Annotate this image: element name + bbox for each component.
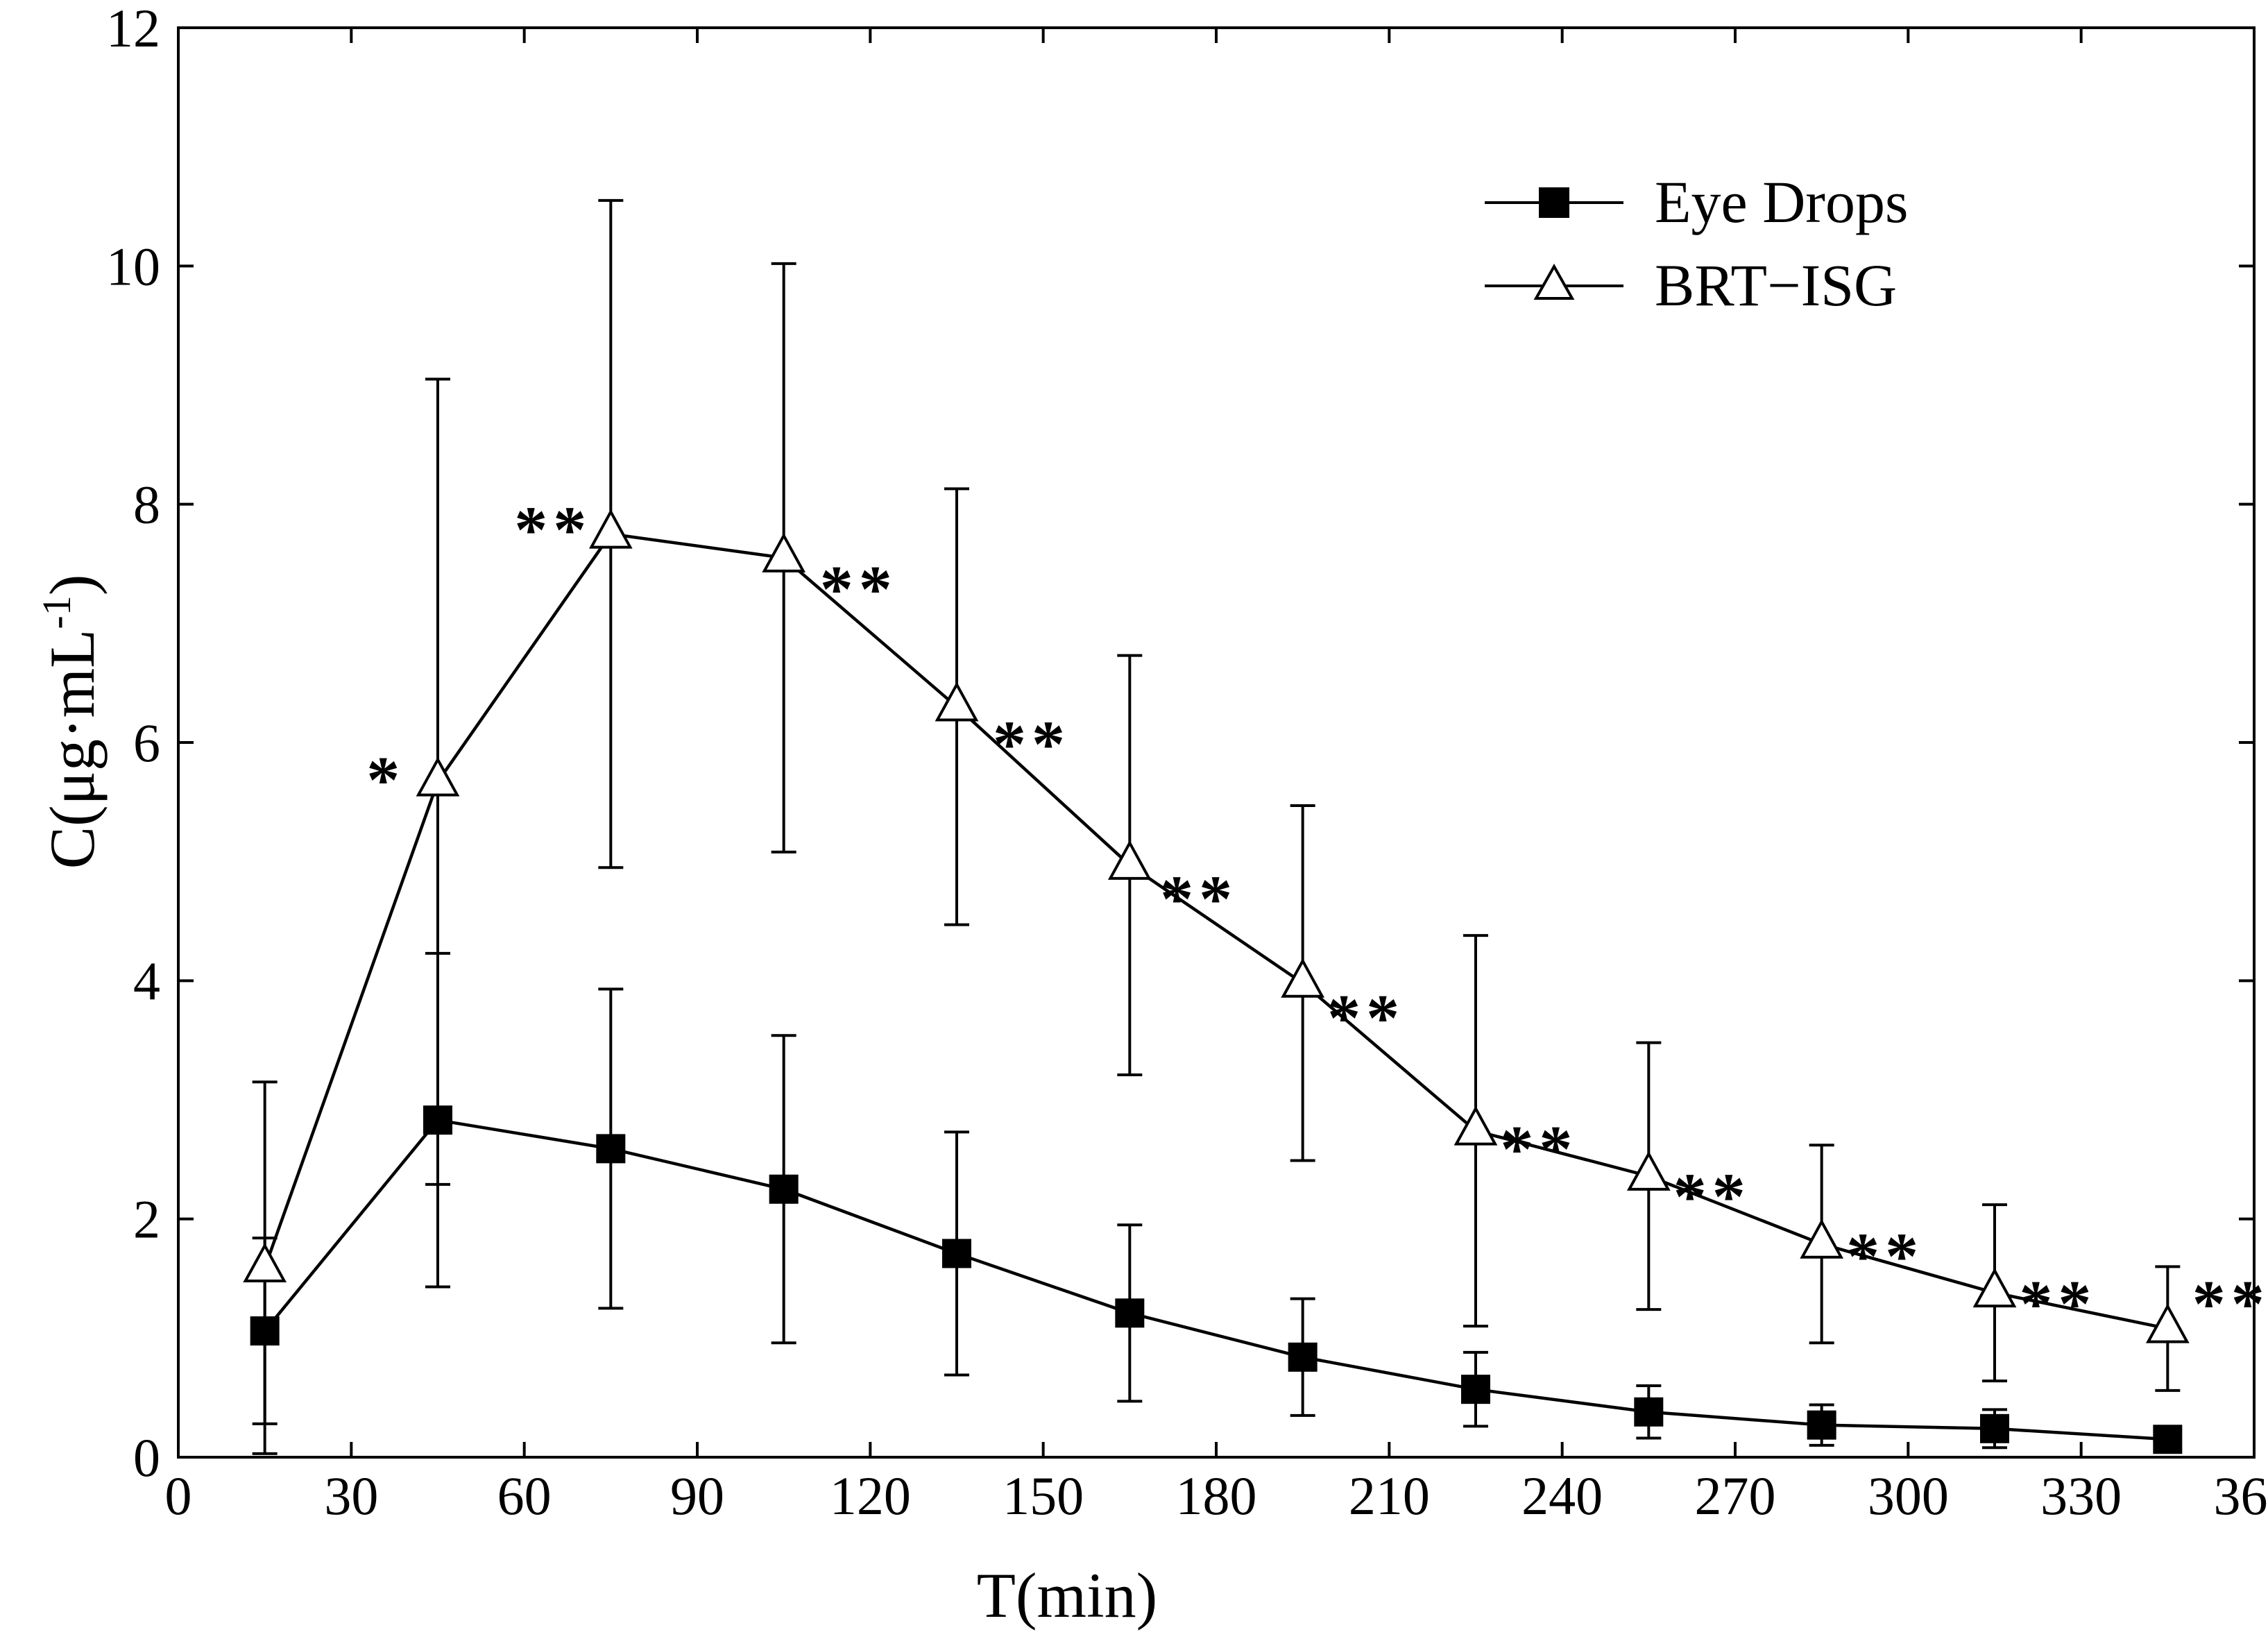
legend-label-brt-isg: BRT−ISG xyxy=(1655,252,1897,319)
significance-marker: ** xyxy=(820,552,898,627)
data-point-brt-isg xyxy=(935,681,979,722)
x-axis-title: T(min) xyxy=(977,1560,1158,1631)
significance-marker: ** xyxy=(2019,1267,2097,1341)
data-point-eye-drops xyxy=(1980,1413,2009,1443)
legend-marker-brt-isg xyxy=(1533,263,1575,300)
data-point-eye-drops xyxy=(1634,1397,1664,1427)
significance-marker: ** xyxy=(1160,862,1238,936)
legend-label-eye-drops: Eye Drops xyxy=(1655,169,1908,235)
legend: Eye Drops BRT−ISG xyxy=(1485,169,1908,319)
y-tick-label: 0 xyxy=(133,1427,160,1488)
data-point-brt-isg xyxy=(1972,1267,2017,1308)
significance-marker: ** xyxy=(1500,1112,1578,1187)
data-point-eye-drops xyxy=(596,1134,626,1164)
legend-marker-eye-drops xyxy=(1539,187,1569,218)
data-point-brt-isg xyxy=(588,509,633,549)
significance-marker: ** xyxy=(2192,1267,2268,1341)
x-tick-label: 90 xyxy=(670,1466,724,1526)
data-point-brt-isg xyxy=(1453,1105,1498,1146)
y-axis-title-sup: -1 xyxy=(34,595,79,629)
x-tick-label: 330 xyxy=(2040,1466,2122,1526)
data-point-brt-isg xyxy=(243,1242,287,1283)
significance-marker: * xyxy=(366,742,405,817)
data-point-eye-drops xyxy=(2153,1425,2183,1454)
data-point-eye-drops xyxy=(1807,1410,1836,1440)
series-brt-isg xyxy=(243,198,2190,1455)
x-tick-label: 30 xyxy=(324,1466,378,1526)
y-axis-title: C(μg·mL-1) xyxy=(34,575,108,869)
x-tick-label: 60 xyxy=(497,1466,552,1526)
x-tick-label: 270 xyxy=(1695,1466,1776,1526)
plot-frame xyxy=(177,26,2256,1459)
data-point-eye-drops xyxy=(1288,1342,1318,1372)
x-tick-label: 300 xyxy=(1868,1466,1949,1526)
data-point-brt-isg xyxy=(416,756,460,797)
x-tick-label: 210 xyxy=(1349,1466,1430,1526)
series-line-brt-isg xyxy=(263,532,2168,1330)
data-point-brt-isg xyxy=(1107,840,1152,880)
data-point-brt-isg xyxy=(762,532,806,572)
y-tick-label: 8 xyxy=(133,475,160,535)
significance-marker: ** xyxy=(514,493,592,567)
x-tick-label: 150 xyxy=(1003,1466,1084,1526)
significance-marker: ** xyxy=(1327,981,1405,1055)
y-tick-label: 12 xyxy=(106,0,160,58)
y-axis-title-main: C(μg·mL xyxy=(37,629,108,869)
series-eye-drops xyxy=(250,951,2183,1454)
x-tick-label: 120 xyxy=(830,1466,911,1526)
data-point-brt-isg xyxy=(1626,1150,1671,1191)
data-point-eye-drops xyxy=(942,1239,971,1268)
annotation-layer: ******************* ** xyxy=(366,493,2268,1341)
y-tick-label: 2 xyxy=(133,1189,160,1250)
significance-marker: ** xyxy=(1673,1160,1751,1234)
data-point-eye-drops xyxy=(1115,1298,1145,1328)
x-tick-label: 360 xyxy=(2214,1466,2268,1526)
y-axis-title-end: ) xyxy=(37,575,108,596)
y-tick-label: 10 xyxy=(106,236,160,296)
y-tick-label: 6 xyxy=(133,713,160,773)
series-layer xyxy=(243,198,2190,1455)
data-point-brt-isg xyxy=(2145,1303,2190,1343)
significance-marker: ** xyxy=(993,707,1071,781)
data-point-brt-isg xyxy=(1281,958,1325,998)
ticks-layer: 0 30 60 90 120 150 180 210 240 270 300 330 360 0 2 4 6 8 1… xyxy=(106,0,2268,1526)
y-tick-label: 4 xyxy=(133,951,160,1011)
x-tick-label: 240 xyxy=(1521,1466,1603,1526)
x-tick-label: 180 xyxy=(1176,1466,1257,1526)
data-point-brt-isg xyxy=(1800,1218,1844,1259)
series-line-eye-drops xyxy=(263,1118,2168,1441)
data-point-eye-drops xyxy=(1461,1375,1490,1404)
significance-marker: ** xyxy=(1846,1219,1924,1293)
data-point-eye-drops xyxy=(769,1174,799,1204)
x-tick-label: 0 xyxy=(165,1466,192,1526)
